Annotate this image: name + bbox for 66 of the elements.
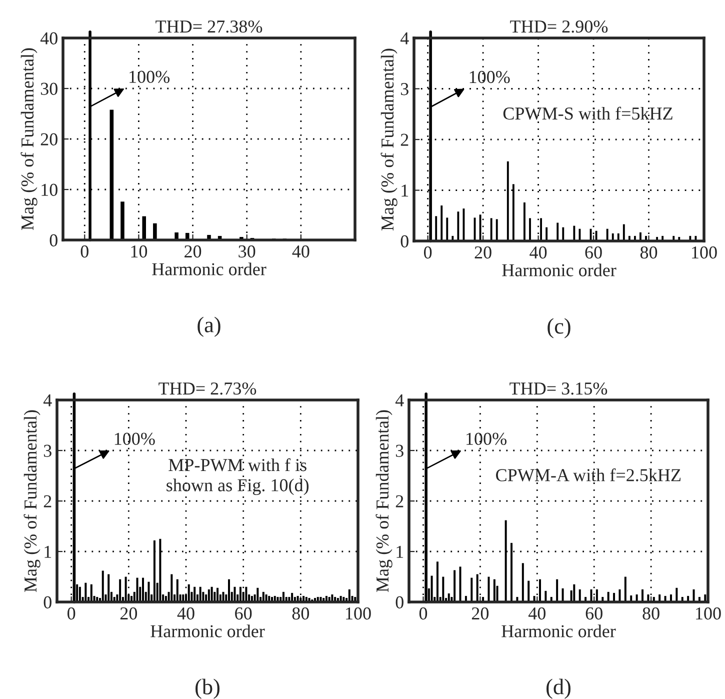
- x-axis-title: Harmonic order: [502, 264, 616, 276]
- y-tick-label: 1: [402, 184, 408, 197]
- x-tick-label: 40: [177, 607, 194, 620]
- x-tick-label: 20: [472, 607, 489, 620]
- ref-line-label: 100%: [470, 70, 510, 84]
- x-tick-label: 20: [120, 607, 138, 620]
- y-tick-label: 2: [44, 495, 52, 508]
- x-tick-label: 40: [530, 246, 547, 259]
- y-tick-label: 3: [400, 83, 408, 96]
- x-tick-label: 100: [692, 246, 717, 259]
- chart-title: THD= 2.90%: [510, 20, 608, 33]
- annotation: CPWM-A with f=2.5kHZ: [496, 468, 681, 482]
- x-tick-label: 60: [586, 607, 602, 620]
- text: (a): [198, 316, 220, 337]
- x-tick-label: 40: [292, 245, 310, 258]
- y-tick-label: 20: [40, 133, 58, 146]
- y-axis-title: Mag (% of Fundamental): [20, 48, 38, 230]
- x-tick-label: 30: [238, 245, 256, 258]
- y-tick-label: 2: [396, 495, 404, 508]
- ref-line-label: 100%: [114, 432, 155, 445]
- x-tick-label: 20: [474, 246, 492, 259]
- ref-line-label: 100%: [130, 70, 170, 83]
- y-axis-title: Mag (% of Fundamental): [376, 410, 392, 592]
- x-tick-label: 60: [585, 246, 602, 259]
- x-tick-label: 100: [346, 607, 371, 620]
- y-tick-label: 1: [396, 546, 404, 558]
- y-tick-label: 3: [44, 444, 52, 457]
- x-tick-label: 80: [640, 246, 658, 259]
- y-tick-label: 2: [400, 134, 408, 146]
- x-tick-label: 20: [184, 245, 202, 258]
- y-tick-label: 4: [43, 394, 52, 406]
- x-tick-label: 100: [696, 607, 721, 620]
- x-tick-label: 80: [292, 607, 310, 620]
- text: (c): [548, 318, 570, 338]
- x-tick-label: 0: [68, 607, 76, 620]
- y-tick-label: 0: [50, 234, 58, 246]
- x-tick-label: 40: [528, 607, 546, 620]
- y-tick-label: 0: [396, 596, 404, 608]
- chart-title: THD= 3.15%: [510, 382, 608, 395]
- x-tick-label: 60: [235, 607, 252, 620]
- y-tick-label: 1: [44, 546, 52, 558]
- x-tick-label: 10: [131, 245, 148, 258]
- y-tick-label: 3: [396, 444, 404, 457]
- annotation: MP-PWM with f is shown as Fig. 10(d): [166, 458, 309, 496]
- y-tick-label: 10: [42, 184, 58, 196]
- x-axis-title: Harmonic order: [502, 624, 616, 638]
- y-tick-label: 4: [395, 394, 404, 406]
- chart-title: THD= 27.38%: [156, 20, 262, 33]
- chart-title: THD= 2.73%: [158, 382, 256, 395]
- y-axis-title: Mag (% of Fundamental): [380, 48, 398, 230]
- y-tick-label: 4: [400, 32, 409, 44]
- y-tick-label: 0: [400, 235, 408, 248]
- x-tick-label: 0: [424, 246, 432, 259]
- y-tick-label: 0: [44, 596, 52, 608]
- x-axis-title: Harmonic order: [150, 624, 265, 638]
- x-axis-title: Harmonic order: [152, 262, 266, 276]
- y-tick-label: 40: [40, 32, 58, 44]
- text: (d): [546, 678, 570, 699]
- x-tick-label: 80: [642, 607, 660, 620]
- text: (b): [196, 678, 220, 699]
- y-tick-label: 30: [40, 82, 58, 95]
- y-axis-title: Mag (% of Fundamental): [24, 410, 40, 592]
- annotation: CPWM-S with f=5kHZ: [503, 106, 672, 120]
- x-tick-label: 0: [80, 245, 88, 258]
- ref-line-label: 100%: [466, 432, 506, 445]
- x-tick-label: 0: [419, 607, 428, 620]
